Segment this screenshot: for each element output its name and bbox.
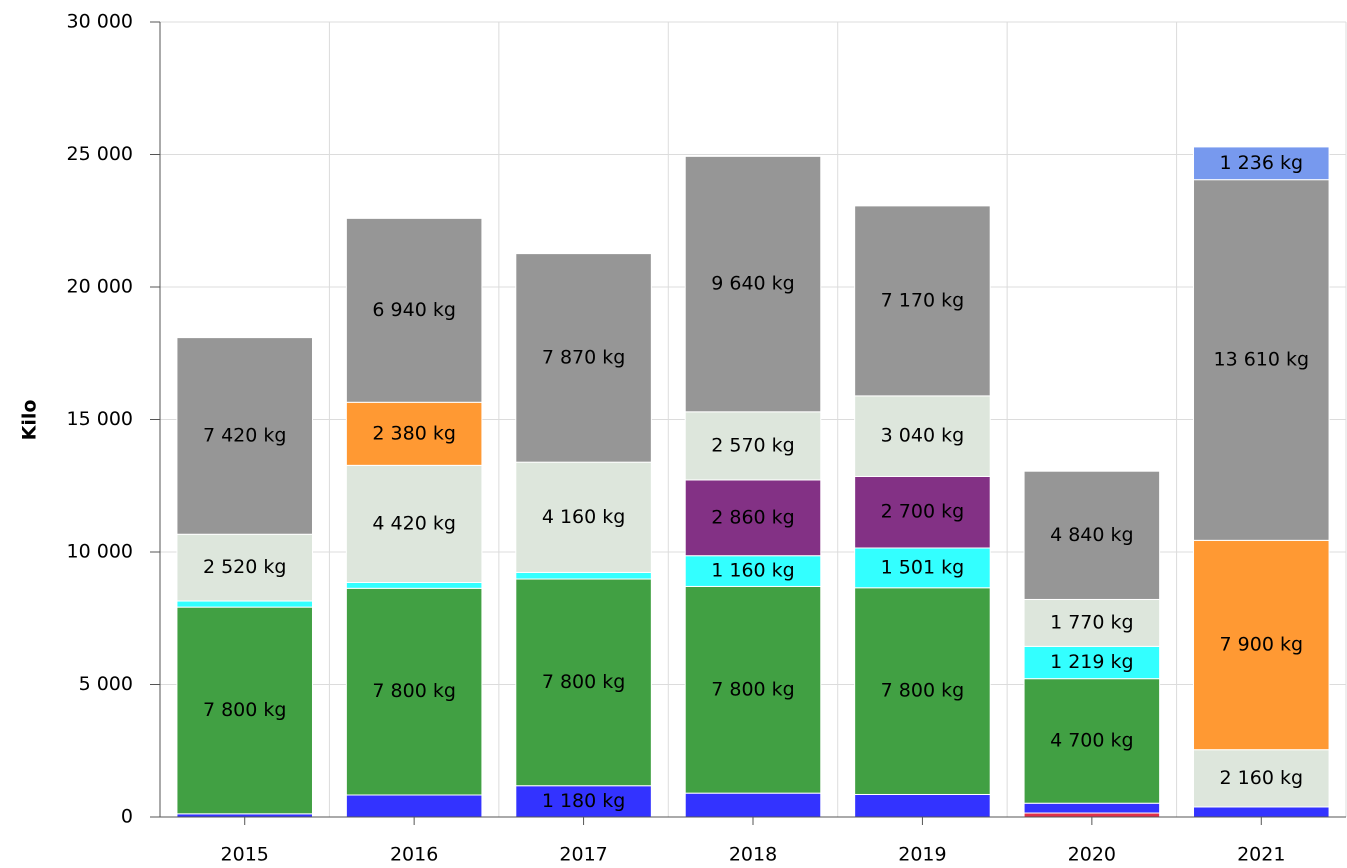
- bar-segment: [1023, 645, 1161, 680]
- data-label: 4 700 kg: [1050, 729, 1134, 751]
- y-tick-label: 10 000: [67, 541, 133, 563]
- bar-segment: [176, 337, 313, 535]
- bar-segment: [1193, 749, 1330, 808]
- data-label: 2 860 kg: [711, 506, 795, 528]
- bar-segment: [684, 155, 822, 413]
- data-label: 7 800 kg: [372, 680, 456, 702]
- data-label: 13 610 kg: [1213, 349, 1309, 371]
- bar-segment: [684, 792, 822, 818]
- bar-segment: [1023, 598, 1161, 647]
- bar-segment: [1023, 802, 1161, 814]
- bar-segment: [854, 395, 991, 477]
- bar-segment: [1193, 539, 1330, 751]
- data-label: 2 160 kg: [1220, 767, 1304, 789]
- bar-segment: [515, 461, 652, 573]
- bar-segment: [1023, 812, 1161, 818]
- data-label: 3 040 kg: [881, 425, 965, 447]
- bar-segment: [854, 547, 991, 589]
- bar-segment: [345, 217, 483, 403]
- bar-segment: [345, 581, 483, 589]
- y-axis-title: Kilo: [19, 400, 41, 441]
- x-tick-label: 2018: [729, 844, 777, 866]
- data-label: 7 900 kg: [1220, 634, 1304, 656]
- data-label: 1 770 kg: [1050, 611, 1134, 633]
- bar-segment: [1193, 806, 1330, 818]
- data-label: 1 219 kg: [1050, 651, 1134, 673]
- bar-segment: [515, 253, 652, 463]
- y-tick-label: 5 000: [79, 673, 133, 695]
- bar-segment: [515, 785, 652, 818]
- y-tick-label: 15 000: [67, 408, 133, 430]
- bar-segment: [345, 587, 483, 796]
- bar-segment: [854, 587, 991, 795]
- data-label: 6 940 kg: [372, 299, 456, 321]
- data-label: 1 501 kg: [881, 556, 965, 578]
- data-label: 2 700 kg: [881, 501, 965, 523]
- bar-segment: [515, 578, 652, 787]
- bar-segment: [345, 401, 483, 466]
- data-label: 2 570 kg: [711, 434, 795, 456]
- bar-segment: [684, 479, 822, 557]
- data-label: 4 840 kg: [1050, 524, 1134, 546]
- data-label: 1 236 kg: [1220, 152, 1304, 174]
- data-label: 4 160 kg: [542, 506, 626, 528]
- y-tick-label: 20 000: [67, 276, 133, 298]
- x-tick-label: 2021: [1237, 844, 1285, 866]
- y-tick-label: 25 000: [67, 143, 133, 165]
- bar-segment: [1193, 146, 1330, 181]
- data-label: 4 420 kg: [372, 512, 456, 534]
- data-label: 7 800 kg: [881, 680, 965, 702]
- x-tick-label: 2017: [559, 844, 607, 866]
- x-tick-label: 2016: [390, 844, 438, 866]
- bar-segment: [1023, 470, 1161, 600]
- x-tick-label: 2020: [1068, 844, 1116, 866]
- data-label: 7 800 kg: [203, 699, 287, 721]
- bar-segment: [1023, 678, 1161, 804]
- bar-segment: [854, 793, 991, 818]
- bar-segment: [854, 475, 991, 549]
- bar-segment: [854, 205, 991, 397]
- data-label: 7 170 kg: [881, 289, 965, 311]
- data-label: 1 180 kg: [542, 790, 626, 812]
- bar-segment: [176, 606, 313, 815]
- bar-segment: [1193, 179, 1330, 541]
- x-tick-label: 2019: [898, 844, 946, 866]
- bar-segment: [515, 571, 652, 580]
- bar-segment: [176, 533, 313, 602]
- data-label: 7 420 kg: [203, 424, 287, 446]
- data-label: 1 160 kg: [711, 560, 795, 582]
- bar-segment: [345, 794, 483, 818]
- data-label: 2 380 kg: [372, 422, 456, 444]
- data-label: 9 640 kg: [711, 273, 795, 295]
- data-label: 2 520 kg: [203, 556, 287, 578]
- y-tick-label: 30 000: [67, 11, 133, 33]
- data-label: 7 870 kg: [542, 346, 626, 368]
- bar-segment: [684, 585, 822, 794]
- bar-segment: [176, 600, 313, 608]
- data-label: 7 800 kg: [542, 671, 626, 693]
- x-tick-label: 2015: [221, 844, 269, 866]
- bar-segment: [684, 411, 822, 481]
- y-tick-label: 0: [121, 806, 133, 828]
- data-label: 7 800 kg: [711, 678, 795, 700]
